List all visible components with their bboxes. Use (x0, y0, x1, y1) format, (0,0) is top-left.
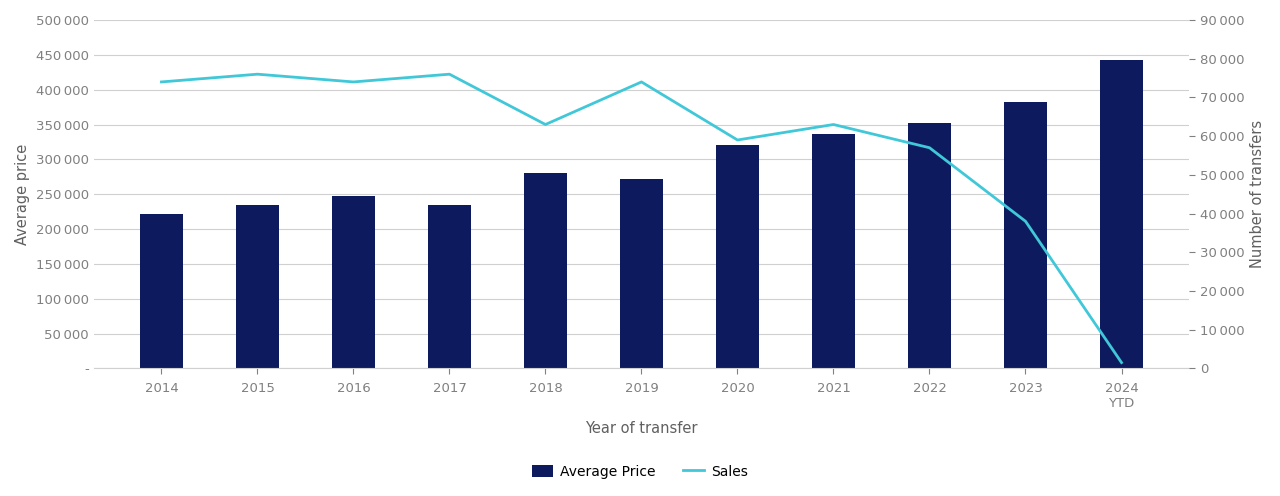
Y-axis label: Average price: Average price (15, 143, 29, 245)
Bar (428, 205, 471, 369)
X-axis label: Year of transfer: Year of transfer (585, 422, 698, 436)
Bar (1100, 60, 1143, 369)
Legend: Average Price, Sales: Average Price, Sales (526, 459, 754, 484)
Bar (812, 134, 855, 369)
Bar (908, 123, 951, 369)
Bar (1004, 102, 1047, 369)
Bar (332, 195, 375, 369)
Bar (524, 173, 567, 369)
Bar (620, 179, 663, 369)
Bar (236, 205, 279, 369)
Y-axis label: Number of transfers: Number of transfers (1251, 120, 1265, 268)
Bar (716, 145, 759, 369)
Bar (140, 214, 183, 369)
